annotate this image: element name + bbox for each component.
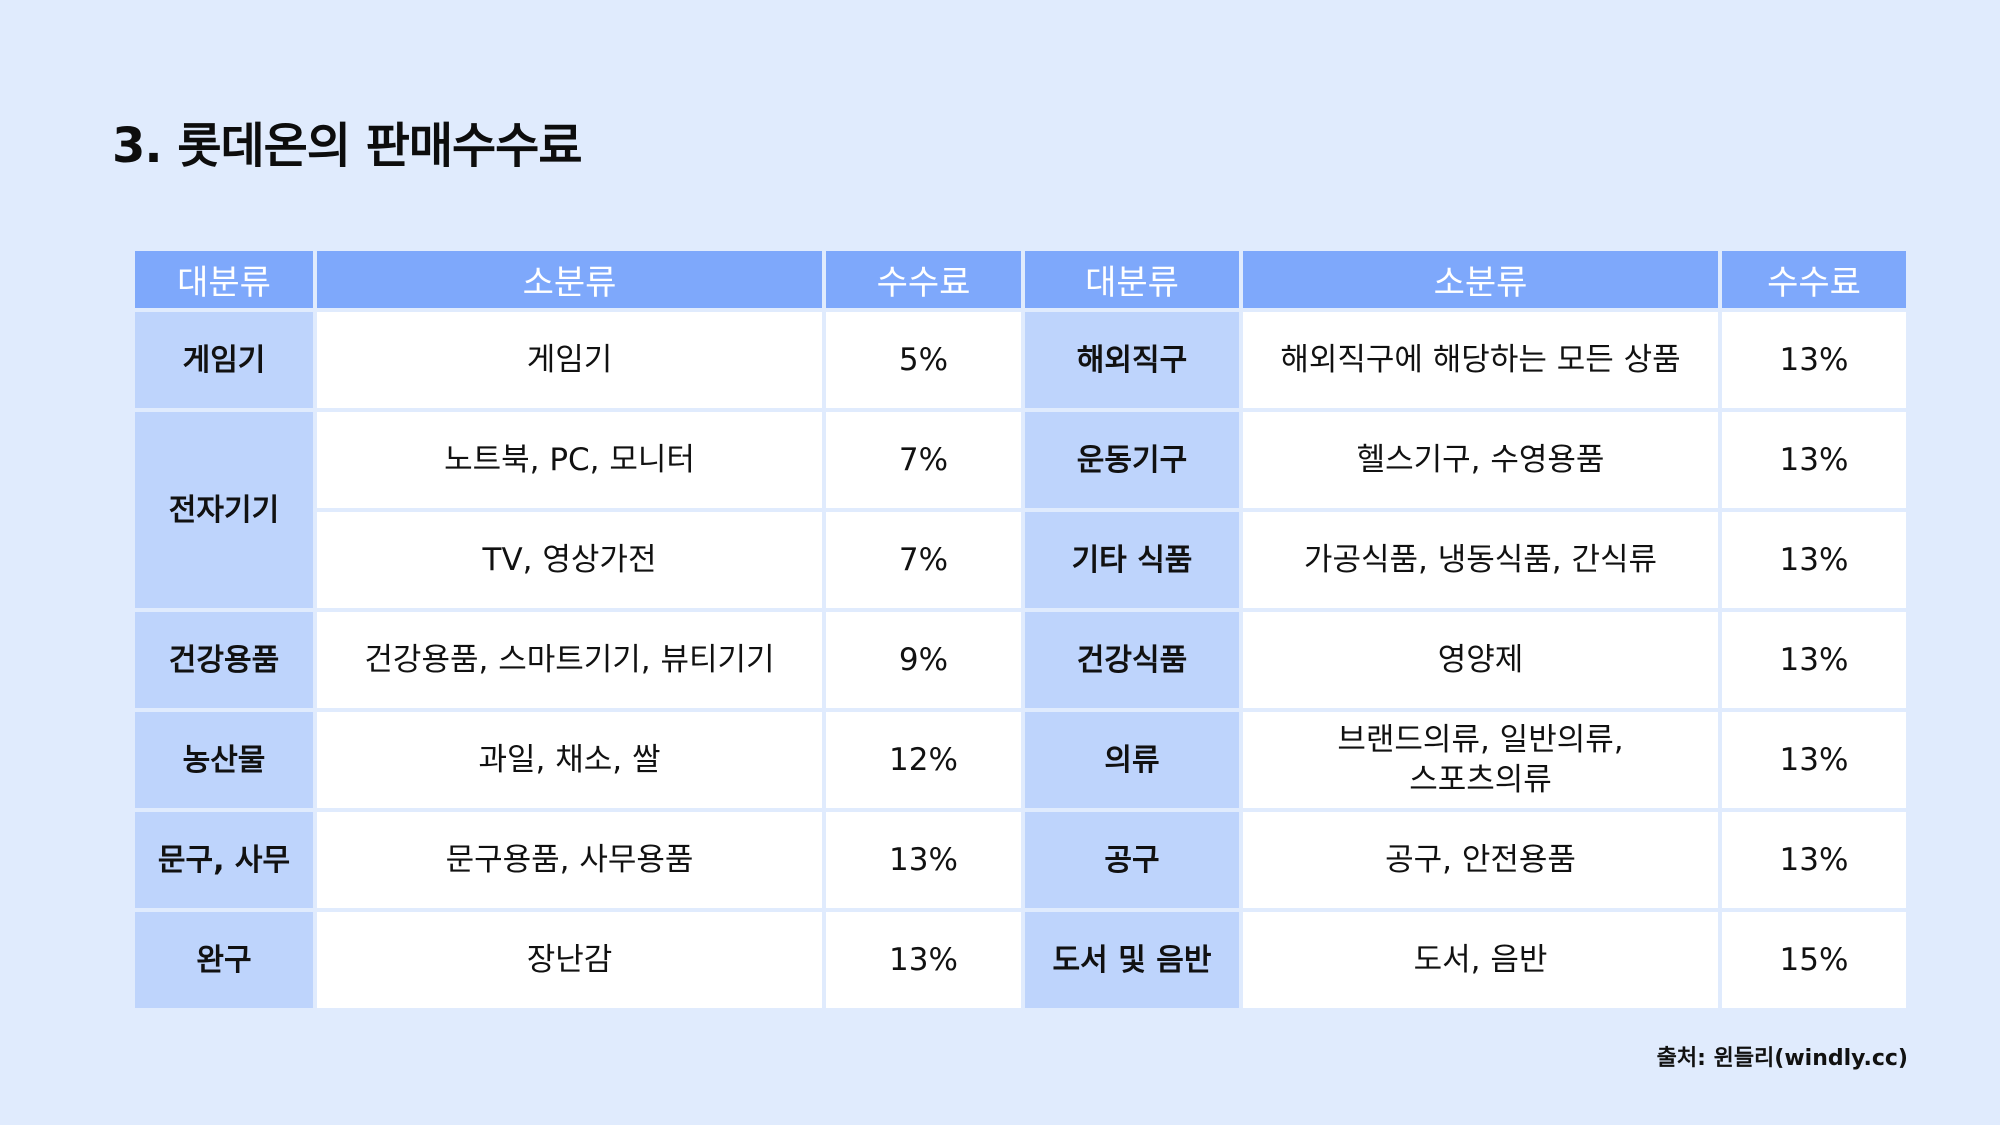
left-subcategory-cell: 문구용품, 사무용품 <box>317 812 822 908</box>
right-fee-cell: 13% <box>1722 812 1906 908</box>
right-category-cell: 공구 <box>1025 812 1239 908</box>
left-category-cell: 완구 <box>135 912 313 1008</box>
table-row: 완구 장난감 13% 도서 및 음반 도서, 음반 15% <box>135 912 1906 1008</box>
left-subcategory-cell: 노트북, PC, 모니터 <box>317 412 822 508</box>
header-right-category: 대분류 <box>1025 251 1239 308</box>
table-row: 건강용품 건강용품, 스마트기기, 뷰티기기 9% 건강식품 영양제 13% <box>135 612 1906 708</box>
commission-table: 대분류 소분류 수수료 대분류 소분류 수수료 게임기 게임기 5% 해외직구 … <box>131 247 1910 1012</box>
right-fee-cell: 15% <box>1722 912 1906 1008</box>
right-fee-cell: 13% <box>1722 312 1906 408</box>
right-subcategory-cell: 가공식품, 냉동식품, 간식류 <box>1243 512 1718 608</box>
right-subcategory-cell: 헬스기구, 수영용품 <box>1243 412 1718 508</box>
left-category-cell: 문구, 사무 <box>135 812 313 908</box>
left-fee-cell: 5% <box>826 312 1021 408</box>
page-title: 3. 롯데온의 판매수수료 <box>112 118 582 174</box>
right-subcategory-cell: 해외직구에 해당하는 모든 상품 <box>1243 312 1718 408</box>
right-category-cell: 기타 식품 <box>1025 512 1239 608</box>
subcategory-line: 브랜드의류, 일반의류, <box>1337 721 1624 758</box>
left-fee-cell: 13% <box>826 812 1021 908</box>
header-left-category: 대분류 <box>135 251 313 308</box>
left-fee-cell: 7% <box>826 412 1021 508</box>
left-subcategory-cell: 과일, 채소, 쌀 <box>317 712 822 808</box>
header-right-subcategory: 소분류 <box>1243 251 1718 308</box>
right-category-cell: 건강식품 <box>1025 612 1239 708</box>
left-subcategory-cell: 게임기 <box>317 312 822 408</box>
left-category-cell: 건강용품 <box>135 612 313 708</box>
left-subcategory-cell: TV, 영상가전 <box>317 512 822 608</box>
left-category-cell: 게임기 <box>135 312 313 408</box>
right-category-cell: 해외직구 <box>1025 312 1239 408</box>
left-subcategory-cell: 장난감 <box>317 912 822 1008</box>
right-fee-cell: 13% <box>1722 412 1906 508</box>
header-left-fee: 수수료 <box>826 251 1021 308</box>
left-subcategory-cell: 건강용품, 스마트기기, 뷰티기기 <box>317 612 822 708</box>
right-fee-cell: 13% <box>1722 712 1906 808</box>
header-right-fee: 수수료 <box>1722 251 1906 308</box>
right-category-cell: 도서 및 음반 <box>1025 912 1239 1008</box>
left-fee-cell: 7% <box>826 512 1021 608</box>
subcategory-line: 스포츠의류 <box>1409 762 1552 798</box>
left-fee-cell: 9% <box>826 612 1021 708</box>
left-fee-cell: 12% <box>826 712 1021 808</box>
right-subcategory-cell: 영양제 <box>1243 612 1718 708</box>
right-subcategory-cell: 공구, 안전용품 <box>1243 812 1718 908</box>
left-fee-cell: 13% <box>826 912 1021 1008</box>
table-row: TV, 영상가전 7% 기타 식품 가공식품, 냉동식품, 간식류 13% <box>135 512 1906 608</box>
table-row: 게임기 게임기 5% 해외직구 해외직구에 해당하는 모든 상품 13% <box>135 312 1906 408</box>
right-category-cell: 운동기구 <box>1025 412 1239 508</box>
header-left-subcategory: 소분류 <box>317 251 822 308</box>
right-subcategory-cell: 도서, 음반 <box>1243 912 1718 1008</box>
right-category-cell: 의류 <box>1025 712 1239 808</box>
source-note: 출처: 윈들리(windly.cc) <box>1656 1046 1908 1071</box>
table-row: 농산물 과일, 채소, 쌀 12% 의류 브랜드의류, 일반의류, 스포츠의류 1… <box>135 712 1906 808</box>
right-subcategory-cell: 브랜드의류, 일반의류, 스포츠의류 <box>1243 712 1718 808</box>
left-category-cell: 전자기기 <box>135 412 313 608</box>
header-row: 대분류 소분류 수수료 대분류 소분류 수수료 <box>135 251 1906 308</box>
right-fee-cell: 13% <box>1722 512 1906 608</box>
left-category-cell: 농산물 <box>135 712 313 808</box>
right-fee-cell: 13% <box>1722 612 1906 708</box>
table-row: 전자기기 노트북, PC, 모니터 7% 운동기구 헬스기구, 수영용품 13% <box>135 412 1906 608</box>
table-row: 문구, 사무 문구용품, 사무용품 13% 공구 공구, 안전용품 13% <box>135 812 1906 908</box>
